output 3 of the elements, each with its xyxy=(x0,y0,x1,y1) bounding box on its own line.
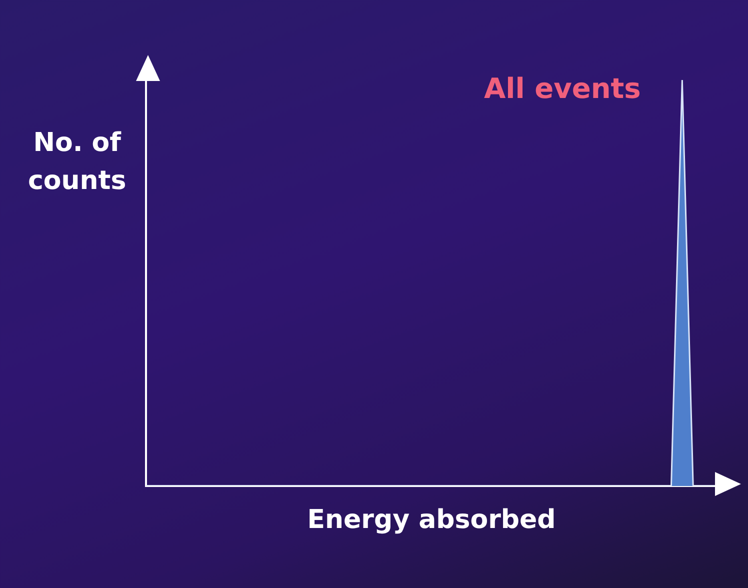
x-axis-title: Energy absorbed xyxy=(306,505,557,535)
annotation: All events xyxy=(484,72,641,105)
y-axis-title: No. of counts xyxy=(28,127,126,198)
